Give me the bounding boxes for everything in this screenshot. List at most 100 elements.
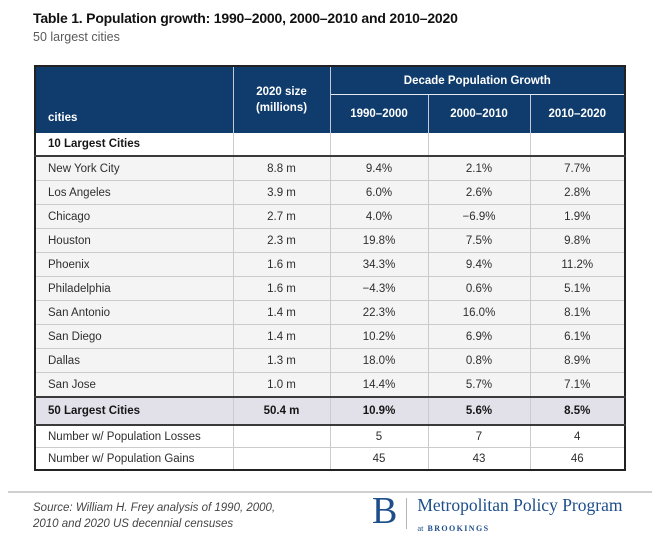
table-body: 10 Largest Cities New York City 8.8 m 9.… <box>35 133 626 470</box>
city-name-cell: San Jose <box>35 372 234 398</box>
logo-program-name: Metropolitan Policy Program <box>417 495 623 515</box>
section-label-cell: 10 Largest Cities <box>35 133 234 157</box>
column-header-cities: cities <box>35 66 234 133</box>
growth-2000-2010-cell: 6.9% <box>428 324 531 349</box>
summary-label-cell: Number w/ Population Gains <box>35 447 234 470</box>
table-row-new-york-city: New York City 8.8 m 9.4% 2.1% 7.7% <box>35 156 626 181</box>
growth-2000-2010-cell: 2.6% <box>428 180 531 205</box>
city-name-cell: Houston <box>35 228 234 253</box>
size-header-line1: 2020 size <box>256 85 307 98</box>
table-row-chicago: Chicago 2.7 m 4.0% −6.9% 1.9% <box>35 204 626 229</box>
growth-2000-2010-cell: −6.9% <box>428 204 531 229</box>
logo-brookings-name: at BROOKINGS <box>417 518 622 536</box>
source-line2: 2010 and 2020 US decennial censuses <box>33 517 234 530</box>
size-cell <box>233 425 331 448</box>
city-name-cell: San Antonio <box>35 300 234 325</box>
table-row-philadelphia: Philadelphia 1.6 m −4.3% 0.6% 5.1% <box>35 276 626 301</box>
size-cell: 1.0 m <box>233 372 331 398</box>
growth-2010-2020-cell: 11.2% <box>530 252 626 277</box>
table-row-los-angeles: Los Angeles 3.9 m 6.0% 2.6% 2.8% <box>35 180 626 205</box>
city-name-cell: New York City <box>35 156 234 181</box>
table-subtitle: 50 largest cities <box>33 30 120 44</box>
size-cell: 1.4 m <box>233 300 331 325</box>
growth-2010-2020-cell: 2.8% <box>530 180 626 205</box>
growth-2000-2010-cell: 7.5% <box>428 228 531 253</box>
size-header-line2: (millions) <box>255 102 308 114</box>
growth-2000-2010-cell: 0.8% <box>428 348 531 373</box>
gains-2000-2010-cell: 43 <box>428 447 531 470</box>
growth-2010-2020-cell: 9.8% <box>530 228 626 253</box>
table-row-san-diego: San Diego 1.4 m 10.2% 6.9% 6.1% <box>35 324 626 349</box>
logo-divider <box>406 498 408 529</box>
growth-2000-2010-cell: 5.7% <box>428 372 531 398</box>
growth-2000-2010-cell: 9.4% <box>428 252 531 277</box>
size-cell: 1.6 m <box>233 276 331 301</box>
section-row-10-largest-cities: 10 Largest Cities <box>35 133 626 157</box>
table-row-houston: Houston 2.3 m 19.8% 7.5% 9.8% <box>35 228 626 253</box>
growth-2010-2020-cell: 6.1% <box>530 324 626 349</box>
brookings-b-monogram-icon: B <box>372 490 398 532</box>
column-header-2000-2010: 2000–2010 <box>428 94 531 133</box>
growth-2010-2020-cell: 8.9% <box>530 348 626 373</box>
table-title: Table 1. Population growth: 1990–2000, 2… <box>33 10 458 26</box>
brookings-logo: B Metropolitan Policy Program at BROOKIN… <box>372 490 622 536</box>
column-header-1990-2000: 1990–2000 <box>330 94 429 133</box>
size-cell <box>233 133 331 157</box>
summary-label-cell: Number w/ Population Losses <box>35 425 234 448</box>
city-name-cell: San Diego <box>35 324 234 349</box>
gains-2010-2020-cell: 46 <box>530 447 626 470</box>
growth-2000-2010-cell: 2.1% <box>428 156 531 181</box>
size-cell: 8.8 m <box>233 156 331 181</box>
logo-brand-name: BROOKINGS <box>427 523 490 533</box>
size-cell: 2.3 m <box>233 228 331 253</box>
size-cell: 2.7 m <box>233 204 331 229</box>
growth-2000-2010-cell <box>428 133 531 157</box>
size-cell: 1.3 m <box>233 348 331 373</box>
growth-1990-2000-cell: −4.3% <box>330 276 429 301</box>
growth-1990-2000-cell: 18.0% <box>330 348 429 373</box>
column-header-2020-size: 2020 size (millions) <box>233 66 331 133</box>
growth-1990-2000-cell <box>330 133 429 157</box>
growth-1990-2000-cell: 34.3% <box>330 252 429 277</box>
table-header: cities 2020 size (millions) Decade Popul… <box>35 66 626 133</box>
table-row-san-jose: San Jose 1.0 m 14.4% 5.7% 7.1% <box>35 372 626 398</box>
growth-2010-2020-cell <box>530 133 626 157</box>
growth-2010-2020-cell: 1.9% <box>530 204 626 229</box>
growth-1990-2000-cell: 10.2% <box>330 324 429 349</box>
logo-at-prefix: at <box>417 522 424 533</box>
gains-1990-2000-cell: 45 <box>330 447 429 470</box>
losses-2010-2020-cell: 4 <box>530 425 626 448</box>
growth-2000-2010-cell: 16.0% <box>428 300 531 325</box>
size-cell: 1.6 m <box>233 252 331 277</box>
size-cell: 1.4 m <box>233 324 331 349</box>
table-row-phoenix: Phoenix 1.6 m 34.3% 9.4% 11.2% <box>35 252 626 277</box>
losses-2000-2010-cell: 7 <box>428 425 531 448</box>
size-cell: 3.9 m <box>233 180 331 205</box>
source-line1: Source: William H. Frey analysis of 1990… <box>33 502 276 514</box>
city-name-cell: Los Angeles <box>35 180 234 205</box>
growth-1990-2000-cell: 6.0% <box>330 180 429 205</box>
logo-text-block: Metropolitan Policy Program at BROOKINGS <box>417 496 622 536</box>
growth-1990-2000-cell: 10.9% <box>330 396 429 426</box>
table-row-dallas: Dallas 1.3 m 18.0% 0.8% 8.9% <box>35 348 626 373</box>
source-note: Source: William H. Frey analysis of 1990… <box>33 501 275 532</box>
growth-1990-2000-cell: 4.0% <box>330 204 429 229</box>
size-cell <box>233 447 331 470</box>
growth-1990-2000-cell: 9.4% <box>330 156 429 181</box>
losses-1990-2000-cell: 5 <box>330 425 429 448</box>
total-row-50-largest-cities: 50 Largest Cities 50.4 m 10.9% 5.6% 8.5% <box>35 396 626 426</box>
growth-2010-2020-cell: 7.1% <box>530 372 626 398</box>
growth-2000-2010-cell: 5.6% <box>428 396 531 426</box>
growth-2000-2010-cell: 0.6% <box>428 276 531 301</box>
growth-1990-2000-cell: 22.3% <box>330 300 429 325</box>
city-name-cell: Philadelphia <box>35 276 234 301</box>
growth-2010-2020-cell: 7.7% <box>530 156 626 181</box>
summary-row-population-gains: Number w/ Population Gains 45 43 46 <box>35 447 626 470</box>
city-name-cell: Phoenix <box>35 252 234 277</box>
growth-2010-2020-cell: 5.1% <box>530 276 626 301</box>
table-row-san-antonio: San Antonio 1.4 m 22.3% 16.0% 8.1% <box>35 300 626 325</box>
column-group-header-decade-growth: Decade Population Growth <box>330 66 626 95</box>
footer-divider <box>8 491 652 493</box>
section-label-cell: 50 Largest Cities <box>35 396 234 426</box>
